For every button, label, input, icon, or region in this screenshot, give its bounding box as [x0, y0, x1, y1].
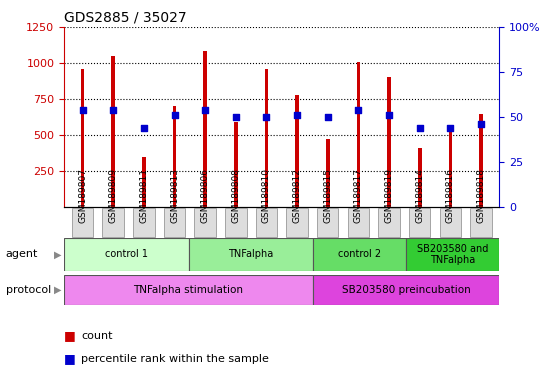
Bar [172, 106, 176, 207]
Text: control 2: control 2 [338, 249, 381, 260]
Point [109, 107, 118, 113]
Text: GSM189814: GSM189814 [415, 168, 424, 223]
Text: GSM189811: GSM189811 [140, 168, 148, 223]
Point [292, 112, 301, 118]
Bar [295, 95, 299, 207]
Point [262, 114, 271, 120]
Point [354, 107, 363, 113]
Point [170, 112, 179, 118]
Point [384, 112, 393, 118]
Bar [203, 51, 207, 207]
Text: GDS2885 / 35027: GDS2885 / 35027 [64, 10, 187, 24]
FancyBboxPatch shape [313, 275, 499, 305]
Bar [142, 157, 146, 207]
FancyBboxPatch shape [440, 208, 461, 237]
Bar [418, 148, 421, 207]
Text: GSM189807: GSM189807 [78, 168, 87, 223]
FancyBboxPatch shape [72, 208, 93, 237]
Text: GSM189816: GSM189816 [446, 168, 455, 223]
Point [415, 125, 424, 131]
Point [323, 114, 332, 120]
Text: GSM189809: GSM189809 [109, 168, 118, 223]
Point [140, 125, 148, 131]
FancyBboxPatch shape [286, 208, 308, 237]
Bar [81, 69, 84, 207]
Text: SB203580 preincubation: SB203580 preincubation [341, 285, 470, 295]
Text: count: count [81, 331, 112, 341]
Point [477, 121, 485, 127]
Text: ▶: ▶ [54, 249, 61, 260]
Bar [234, 122, 238, 207]
Bar [112, 56, 115, 207]
FancyBboxPatch shape [225, 208, 247, 237]
Text: ■: ■ [64, 353, 76, 366]
FancyBboxPatch shape [313, 238, 406, 271]
FancyBboxPatch shape [378, 208, 400, 237]
FancyBboxPatch shape [470, 208, 492, 237]
Text: GSM189818: GSM189818 [477, 168, 485, 223]
FancyBboxPatch shape [256, 208, 277, 237]
FancyBboxPatch shape [194, 208, 216, 237]
Text: GSM189813: GSM189813 [170, 168, 179, 223]
Bar [387, 78, 391, 207]
Point [78, 107, 87, 113]
FancyBboxPatch shape [189, 238, 313, 271]
Bar [449, 131, 452, 207]
Text: GSM189819: GSM189819 [384, 168, 393, 223]
Text: percentile rank within the sample: percentile rank within the sample [81, 354, 269, 364]
Text: agent: agent [6, 249, 38, 260]
Point [232, 114, 240, 120]
FancyBboxPatch shape [317, 208, 339, 237]
Bar [264, 69, 268, 207]
Text: protocol: protocol [6, 285, 51, 295]
Point [201, 107, 210, 113]
Bar [357, 61, 360, 207]
Text: ■: ■ [64, 329, 76, 343]
Text: GSM189812: GSM189812 [292, 168, 302, 223]
Text: GSM189810: GSM189810 [262, 168, 271, 223]
FancyBboxPatch shape [348, 208, 369, 237]
Text: TNFalpha: TNFalpha [228, 249, 273, 260]
FancyBboxPatch shape [133, 208, 155, 237]
Text: ▶: ▶ [54, 285, 61, 295]
FancyBboxPatch shape [64, 238, 189, 271]
Bar [479, 114, 483, 207]
Text: GSM189817: GSM189817 [354, 168, 363, 223]
Text: GSM189815: GSM189815 [323, 168, 332, 223]
Text: control 1: control 1 [105, 249, 148, 260]
FancyBboxPatch shape [409, 208, 430, 237]
Point [446, 125, 455, 131]
FancyBboxPatch shape [164, 208, 185, 237]
Text: GSM189806: GSM189806 [201, 168, 210, 223]
Text: SB203580 and
TNFalpha: SB203580 and TNFalpha [417, 243, 488, 265]
FancyBboxPatch shape [406, 238, 499, 271]
Text: TNFalpha stimulation: TNFalpha stimulation [133, 285, 243, 295]
Bar [326, 139, 330, 207]
Text: GSM189808: GSM189808 [232, 168, 240, 223]
FancyBboxPatch shape [103, 208, 124, 237]
FancyBboxPatch shape [64, 275, 313, 305]
